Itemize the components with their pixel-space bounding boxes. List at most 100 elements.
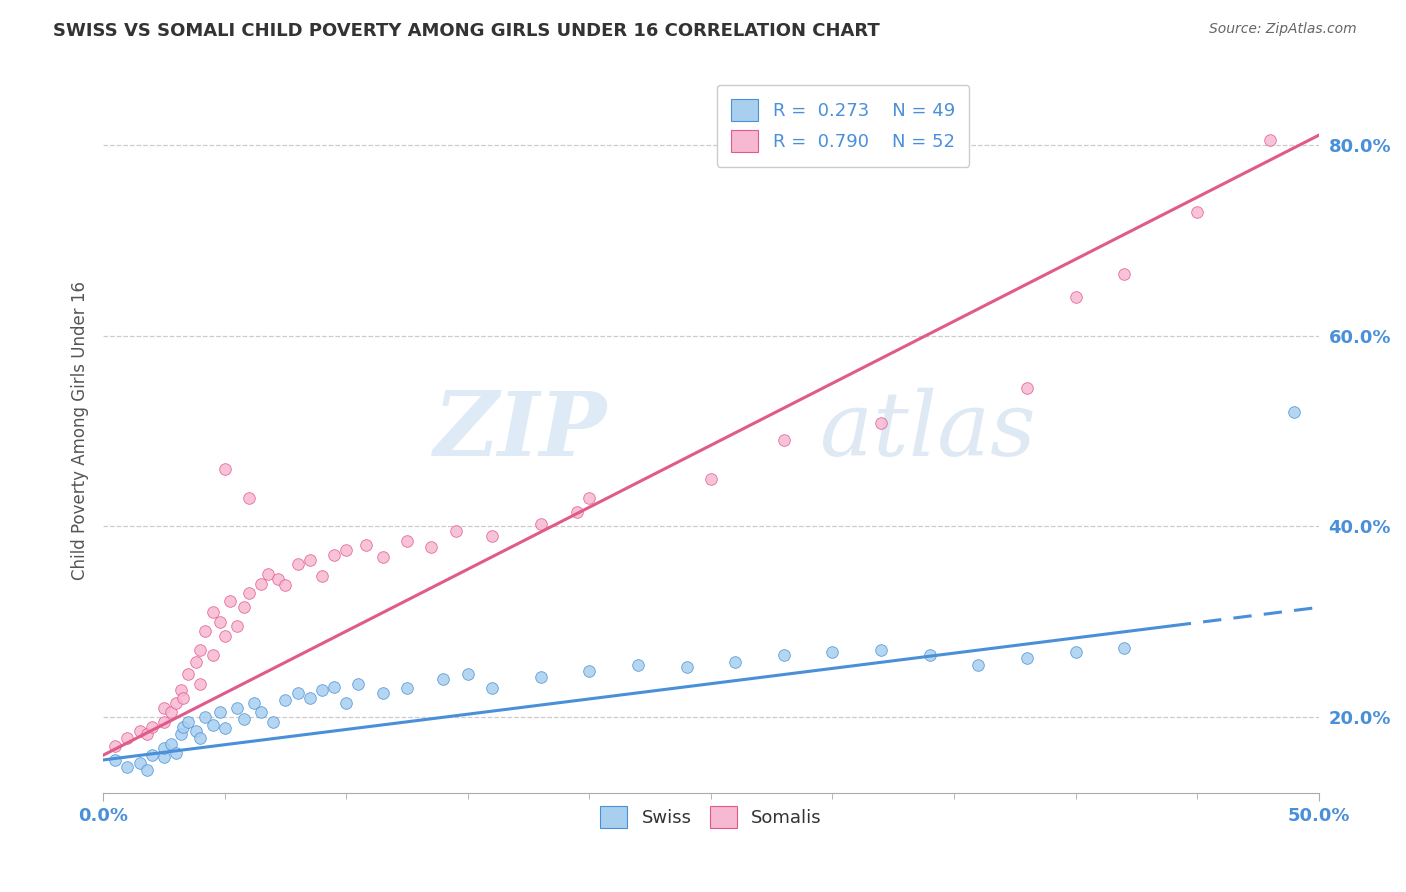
Point [267,572,290,586]
Text: atlas: atlas [820,387,1036,475]
Point [225,619,247,633]
Point [165,746,187,760]
Point [420,541,443,555]
Point [298,552,321,566]
Point [772,434,794,448]
Point [117,731,139,745]
Point [172,690,194,705]
Point [481,681,503,696]
Point [274,578,297,592]
Point [208,706,231,720]
Point [104,753,127,767]
Point [821,645,844,659]
Point [128,756,150,770]
Point [141,748,163,763]
Point [371,686,394,700]
Point [153,714,176,729]
Point [194,624,217,639]
Point [1114,267,1136,281]
Point [141,720,163,734]
Point [238,491,260,505]
Point [1015,381,1038,395]
Point [135,727,157,741]
Point [870,417,893,431]
Point [1015,651,1038,665]
Point [772,648,794,662]
Point [274,693,297,707]
Point [675,660,697,674]
Text: SWISS VS SOMALI CHILD POVERTY AMONG GIRLS UNDER 16 CORRELATION CHART: SWISS VS SOMALI CHILD POVERTY AMONG GIRL… [53,22,880,40]
Point [967,657,990,672]
Point [160,706,183,720]
Point [194,710,217,724]
Point [1258,133,1281,147]
Y-axis label: Child Poverty Among Girls Under 16: Child Poverty Among Girls Under 16 [72,282,89,581]
Point [233,712,256,726]
Point [298,690,321,705]
Point [311,569,333,583]
Point [287,686,309,700]
Point [335,696,357,710]
Point [172,720,194,734]
Point [250,576,273,591]
Point [1114,641,1136,656]
Point [214,722,236,736]
Point [128,724,150,739]
Text: Source: ZipAtlas.com: Source: ZipAtlas.com [1209,22,1357,37]
Point [481,529,503,543]
Point [177,667,200,681]
Point [170,683,193,698]
Point [1064,645,1087,659]
Point [287,558,309,572]
Point [153,750,176,764]
Point [190,676,212,690]
Point [530,670,553,684]
Point [432,672,454,686]
Point [190,731,212,745]
Point [177,714,200,729]
Point [444,524,467,538]
Point [201,605,224,619]
Point [627,657,650,672]
Point [153,700,176,714]
Point [225,700,247,714]
Point [700,472,723,486]
Point [250,706,273,720]
Point [371,549,394,564]
Point [214,629,236,643]
Point [311,683,333,698]
Point [170,727,193,741]
Point [1284,405,1306,419]
Point [918,648,941,662]
Point [1185,204,1208,219]
Point [135,763,157,777]
Point [160,737,183,751]
Point [335,543,357,558]
Point [530,517,553,532]
Text: ZIP: ZIP [434,388,607,475]
Point [578,491,600,505]
Point [347,676,370,690]
Point [567,505,589,519]
Point [578,665,600,679]
Legend: Swiss, Somalis: Swiss, Somalis [593,798,830,835]
Point [184,655,207,669]
Point [218,593,240,607]
Point [208,615,231,629]
Point [724,655,747,669]
Point [104,739,127,753]
Point [1064,290,1087,304]
Point [323,548,346,562]
Point [201,648,224,662]
Point [243,696,266,710]
Point [201,717,224,731]
Point [870,643,893,657]
Point [184,724,207,739]
Point [354,538,377,552]
Point [117,759,139,773]
Point [214,462,236,476]
Point [233,600,256,615]
Point [323,680,346,694]
Point [165,696,187,710]
Point [190,643,212,657]
